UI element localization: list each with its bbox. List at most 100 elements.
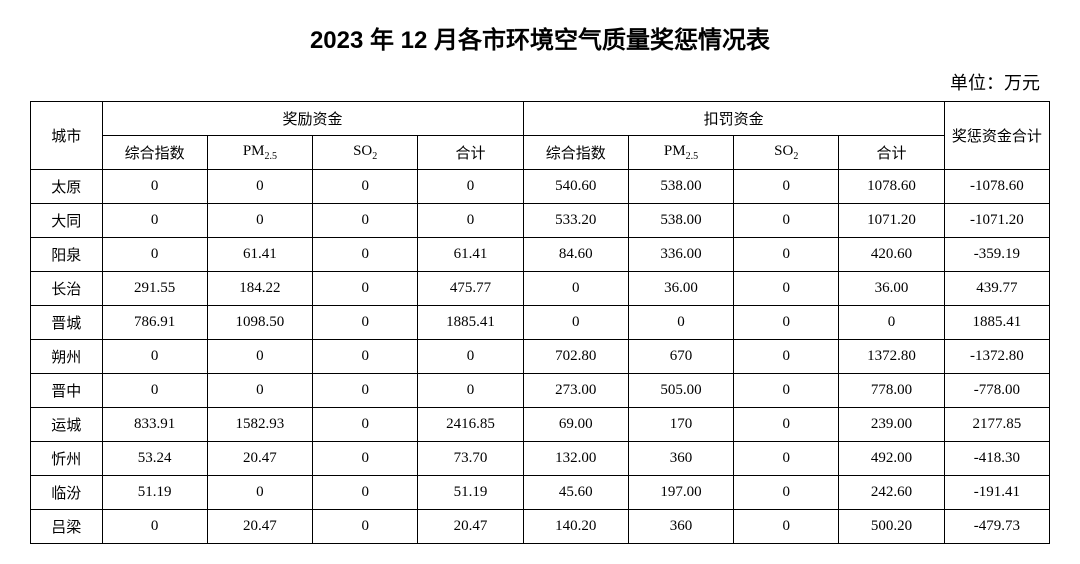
cell-penalty-so2: 0 <box>734 510 839 544</box>
table-row: 晋城786.911098.5001885.4100001885.41 <box>31 306 1050 340</box>
cell-reward-pm25: 0 <box>207 170 312 204</box>
cell-net: -1372.80 <box>944 340 1049 374</box>
cell-penalty-pm25: 360 <box>628 510 733 544</box>
cell-reward-pm25: 0 <box>207 340 312 374</box>
cell-net: 439.77 <box>944 272 1049 306</box>
table-body: 太原0000540.60538.0001078.60-1078.60大同0000… <box>31 170 1050 544</box>
cell-reward-so2: 0 <box>313 238 418 272</box>
cell-penalty-subtotal: 239.00 <box>839 408 944 442</box>
cell-city: 长治 <box>31 272 103 306</box>
cell-reward-subtotal: 2416.85 <box>418 408 523 442</box>
cell-penalty-so2: 0 <box>734 272 839 306</box>
cell-reward-composite: 291.55 <box>102 272 207 306</box>
cell-reward-pm25: 1582.93 <box>207 408 312 442</box>
cell-penalty-composite: 140.20 <box>523 510 628 544</box>
cell-reward-so2: 0 <box>313 476 418 510</box>
table-row: 朔州0000702.8067001372.80-1372.80 <box>31 340 1050 374</box>
cell-penalty-subtotal: 492.00 <box>839 442 944 476</box>
cell-reward-composite: 53.24 <box>102 442 207 476</box>
header-reward-composite: 综合指数 <box>102 136 207 170</box>
cell-penalty-composite: 45.60 <box>523 476 628 510</box>
cell-penalty-subtotal: 1071.20 <box>839 204 944 238</box>
cell-penalty-so2: 0 <box>734 238 839 272</box>
cell-reward-subtotal: 1885.41 <box>418 306 523 340</box>
cell-city: 晋城 <box>31 306 103 340</box>
cell-net: -418.30 <box>944 442 1049 476</box>
cell-penalty-composite: 69.00 <box>523 408 628 442</box>
cell-reward-subtotal: 61.41 <box>418 238 523 272</box>
cell-city: 大同 <box>31 204 103 238</box>
cell-net: -191.41 <box>944 476 1049 510</box>
cell-net: -1071.20 <box>944 204 1049 238</box>
cell-reward-subtotal: 0 <box>418 170 523 204</box>
header-reward-so2: SO2 <box>313 136 418 170</box>
cell-city: 晋中 <box>31 374 103 408</box>
cell-penalty-so2: 0 <box>734 374 839 408</box>
cell-reward-so2: 0 <box>313 340 418 374</box>
cell-reward-composite: 786.91 <box>102 306 207 340</box>
cell-city: 临汾 <box>31 476 103 510</box>
cell-city: 运城 <box>31 408 103 442</box>
unit-label: 单位：万元 <box>30 69 1050 95</box>
air-quality-table: 城市 奖励资金 扣罚资金 奖惩资金合计 综合指数 PM2.5 SO2 合计 综合… <box>30 101 1050 544</box>
cell-reward-subtotal: 0 <box>418 374 523 408</box>
cell-net: -479.73 <box>944 510 1049 544</box>
cell-city: 阳泉 <box>31 238 103 272</box>
cell-net: 2177.85 <box>944 408 1049 442</box>
cell-penalty-subtotal: 36.00 <box>839 272 944 306</box>
cell-reward-composite: 51.19 <box>102 476 207 510</box>
cell-reward-composite: 0 <box>102 238 207 272</box>
cell-reward-composite: 0 <box>102 170 207 204</box>
header-penalty-pm25: PM2.5 <box>628 136 733 170</box>
cell-reward-so2: 0 <box>313 408 418 442</box>
cell-penalty-pm25: 538.00 <box>628 204 733 238</box>
cell-penalty-composite: 132.00 <box>523 442 628 476</box>
cell-penalty-composite: 0 <box>523 306 628 340</box>
cell-reward-pm25: 20.47 <box>207 442 312 476</box>
cell-city: 忻州 <box>31 442 103 476</box>
table-row: 长治291.55184.220475.77036.00036.00439.77 <box>31 272 1050 306</box>
cell-reward-so2: 0 <box>313 204 418 238</box>
cell-penalty-so2: 0 <box>734 204 839 238</box>
table-row: 阳泉061.41061.4184.60336.000420.60-359.19 <box>31 238 1050 272</box>
table-row: 大同0000533.20538.0001071.20-1071.20 <box>31 204 1050 238</box>
table-row: 吕梁020.47020.47140.203600500.20-479.73 <box>31 510 1050 544</box>
cell-reward-composite: 833.91 <box>102 408 207 442</box>
cell-reward-pm25: 20.47 <box>207 510 312 544</box>
table-row: 临汾51.190051.1945.60197.000242.60-191.41 <box>31 476 1050 510</box>
cell-reward-so2: 0 <box>313 442 418 476</box>
cell-city: 吕梁 <box>31 510 103 544</box>
header-penalty-subtotal: 合计 <box>839 136 944 170</box>
cell-penalty-pm25: 670 <box>628 340 733 374</box>
cell-reward-pm25: 184.22 <box>207 272 312 306</box>
header-penalty-so2: SO2 <box>734 136 839 170</box>
table-row: 忻州53.2420.47073.70132.003600492.00-418.3… <box>31 442 1050 476</box>
header-city: 城市 <box>31 102 103 170</box>
cell-reward-so2: 0 <box>313 374 418 408</box>
header-reward-group: 奖励资金 <box>102 102 523 136</box>
cell-penalty-pm25: 0 <box>628 306 733 340</box>
cell-reward-subtotal: 73.70 <box>418 442 523 476</box>
cell-penalty-subtotal: 0 <box>839 306 944 340</box>
header-reward-subtotal: 合计 <box>418 136 523 170</box>
cell-penalty-pm25: 336.00 <box>628 238 733 272</box>
cell-penalty-subtotal: 778.00 <box>839 374 944 408</box>
cell-penalty-composite: 540.60 <box>523 170 628 204</box>
cell-penalty-so2: 0 <box>734 408 839 442</box>
cell-net: 1885.41 <box>944 306 1049 340</box>
cell-penalty-pm25: 505.00 <box>628 374 733 408</box>
cell-penalty-composite: 702.80 <box>523 340 628 374</box>
cell-penalty-pm25: 360 <box>628 442 733 476</box>
cell-penalty-so2: 0 <box>734 170 839 204</box>
cell-penalty-subtotal: 1372.80 <box>839 340 944 374</box>
cell-reward-so2: 0 <box>313 170 418 204</box>
cell-penalty-composite: 0 <box>523 272 628 306</box>
cell-reward-pm25: 1098.50 <box>207 306 312 340</box>
cell-penalty-subtotal: 500.20 <box>839 510 944 544</box>
table-row: 晋中0000273.00505.000778.00-778.00 <box>31 374 1050 408</box>
cell-reward-composite: 0 <box>102 374 207 408</box>
cell-reward-so2: 0 <box>313 510 418 544</box>
cell-net: -1078.60 <box>944 170 1049 204</box>
cell-reward-pm25: 61.41 <box>207 238 312 272</box>
cell-reward-pm25: 0 <box>207 476 312 510</box>
